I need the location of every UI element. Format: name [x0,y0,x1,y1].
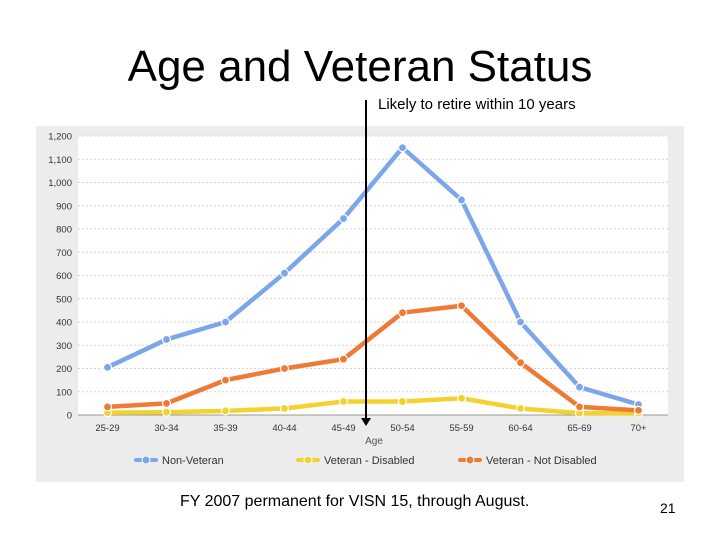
data-point-veteran-not-disabled [161,398,172,408]
y-tick-label: 100 [56,387,72,398]
data-point-veteran-not-disabled [338,354,349,364]
x-tick-label: 25-29 [95,423,119,434]
series-line-veteran-not-disabled [105,303,641,413]
legend-label-veteran-disabled: Veteran - Disabled [324,455,415,467]
x-tick-label: 50-54 [390,423,414,434]
data-point-non-veteran [338,213,349,224]
data-point-veteran-not-disabled [220,375,231,385]
data-point-veteran-disabled [397,396,408,407]
footer-note: FY 2007 permanent for VISN 15, through A… [180,493,530,510]
data-point-veteran-disabled [220,406,231,416]
data-point-non-veteran [397,143,408,153]
data-point-veteran-not-disabled [279,363,290,374]
series-line-non-veteran [105,145,641,407]
x-tick-label: 70+ [630,423,647,434]
legend-marker-veteran-not-disabled [465,455,475,465]
data-point-veteran-disabled [515,403,526,414]
y-tick-label: 800 [56,225,72,236]
y-tick-label: 700 [56,248,72,259]
legend-marker-veteran-disabled [303,455,313,465]
y-tick-label: 500 [56,294,72,305]
data-point-veteran-not-disabled [574,402,585,412]
data-point-non-veteran [574,382,585,392]
x-tick-label: 65-69 [567,423,591,434]
data-point-veteran-not-disabled [633,405,644,415]
page-number: 21 [660,500,676,516]
data-point-veteran-not-disabled [397,308,408,318]
data-point-non-veteran [161,334,172,345]
data-point-veteran-not-disabled [102,402,113,412]
data-point-veteran-not-disabled [515,358,526,368]
y-tick-label: 400 [56,318,72,329]
y-tick-label: 600 [56,271,72,282]
x-tick-label: 45-49 [331,423,355,434]
chart-panel: 0 100 200 300 400 500 600 700 800 900 1,000 1,100 1,… [36,126,684,482]
line-chart: 0 100 200 300 400 500 600 700 800 900 1,000 1,100 1,… [48,132,668,467]
y-tick-label: 1,100 [48,155,72,166]
x-tick-label: 55-59 [449,423,473,434]
data-point-veteran-disabled [338,396,349,407]
slide-title: Age and Veteran Status [127,42,593,91]
data-point-non-veteran [515,317,526,327]
data-point-non-veteran [220,317,231,327]
x-tick-label: 35-39 [213,423,237,434]
y-tick-label: 1,000 [48,178,72,189]
data-point-veteran-disabled [456,393,467,403]
legend-label-non-veteran: Non-Veteran [162,455,224,467]
y-tick-label: 200 [56,364,72,375]
x-tick-label: 40-44 [272,423,296,434]
data-point-non-veteran [456,195,467,205]
x-tick-label: 30-34 [154,423,178,434]
retirement-marker-arrowhead [361,418,371,426]
y-tick-label: 300 [56,341,72,352]
y-tick-label: 1,200 [48,132,72,143]
y-tick-label: 900 [56,201,72,212]
series-line-veteran-disabled [105,396,641,416]
retirement-marker-line [365,100,367,422]
y-tick-label: 0 [67,411,72,422]
data-point-non-veteran [279,268,290,278]
data-point-veteran-disabled [161,407,172,417]
x-axis-title: Age [365,436,383,447]
retirement-annotation: Likely to retire within 10 years [378,96,576,113]
legend-marker-non-veteran [141,455,151,465]
legend-label-veteran-not-disabled: Veteran - Not Disabled [486,455,597,467]
x-tick-label: 60-64 [508,423,532,434]
data-point-non-veteran [102,362,113,372]
data-point-veteran-disabled [279,403,290,414]
data-point-veteran-not-disabled [456,301,467,311]
